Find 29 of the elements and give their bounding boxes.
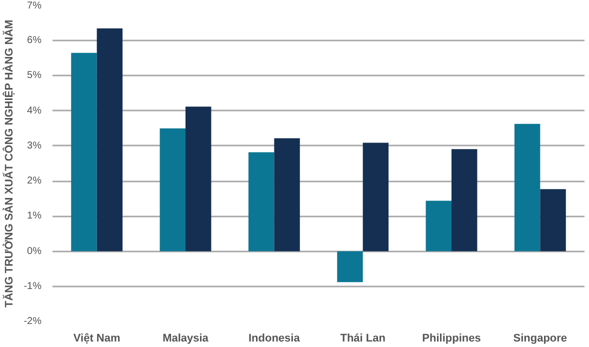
bar xyxy=(426,200,452,252)
bar xyxy=(274,138,300,252)
bar xyxy=(337,251,363,282)
x-tick-label: Philippines xyxy=(422,332,481,344)
y-tick-label: 2% xyxy=(27,176,42,187)
y-tick-label: 0% xyxy=(27,246,42,257)
x-tick-label: Malaysia xyxy=(162,332,210,344)
y-tick-label: 4% xyxy=(27,105,42,116)
y-tick-label: -1% xyxy=(24,280,42,292)
x-tick-label: Singapore xyxy=(513,332,568,344)
bar xyxy=(248,152,274,252)
y-tick-label: -2% xyxy=(24,316,42,327)
y-axis-title: TĂNG TRƯỞNG SẢN XUẤT CÔNG NGHIỆP HÀNG NĂM xyxy=(2,20,16,308)
y-tick-label: 5% xyxy=(27,70,42,82)
x-tick-label: Thái Lan xyxy=(340,332,386,344)
bar xyxy=(96,28,123,252)
x-tick-label: Indonesia xyxy=(248,332,301,344)
y-tick-label: 6% xyxy=(27,35,42,46)
bar xyxy=(540,189,566,252)
bar xyxy=(186,106,212,252)
bar xyxy=(362,142,389,252)
bar xyxy=(160,128,186,252)
y-tick-label: 3% xyxy=(27,140,42,152)
bar xyxy=(514,124,540,252)
y-tick-label: 1% xyxy=(27,210,42,222)
bar xyxy=(452,149,478,252)
x-tick-label: Việt Nam xyxy=(73,332,120,344)
bar xyxy=(71,52,97,252)
y-tick-label: 7% xyxy=(27,0,42,12)
